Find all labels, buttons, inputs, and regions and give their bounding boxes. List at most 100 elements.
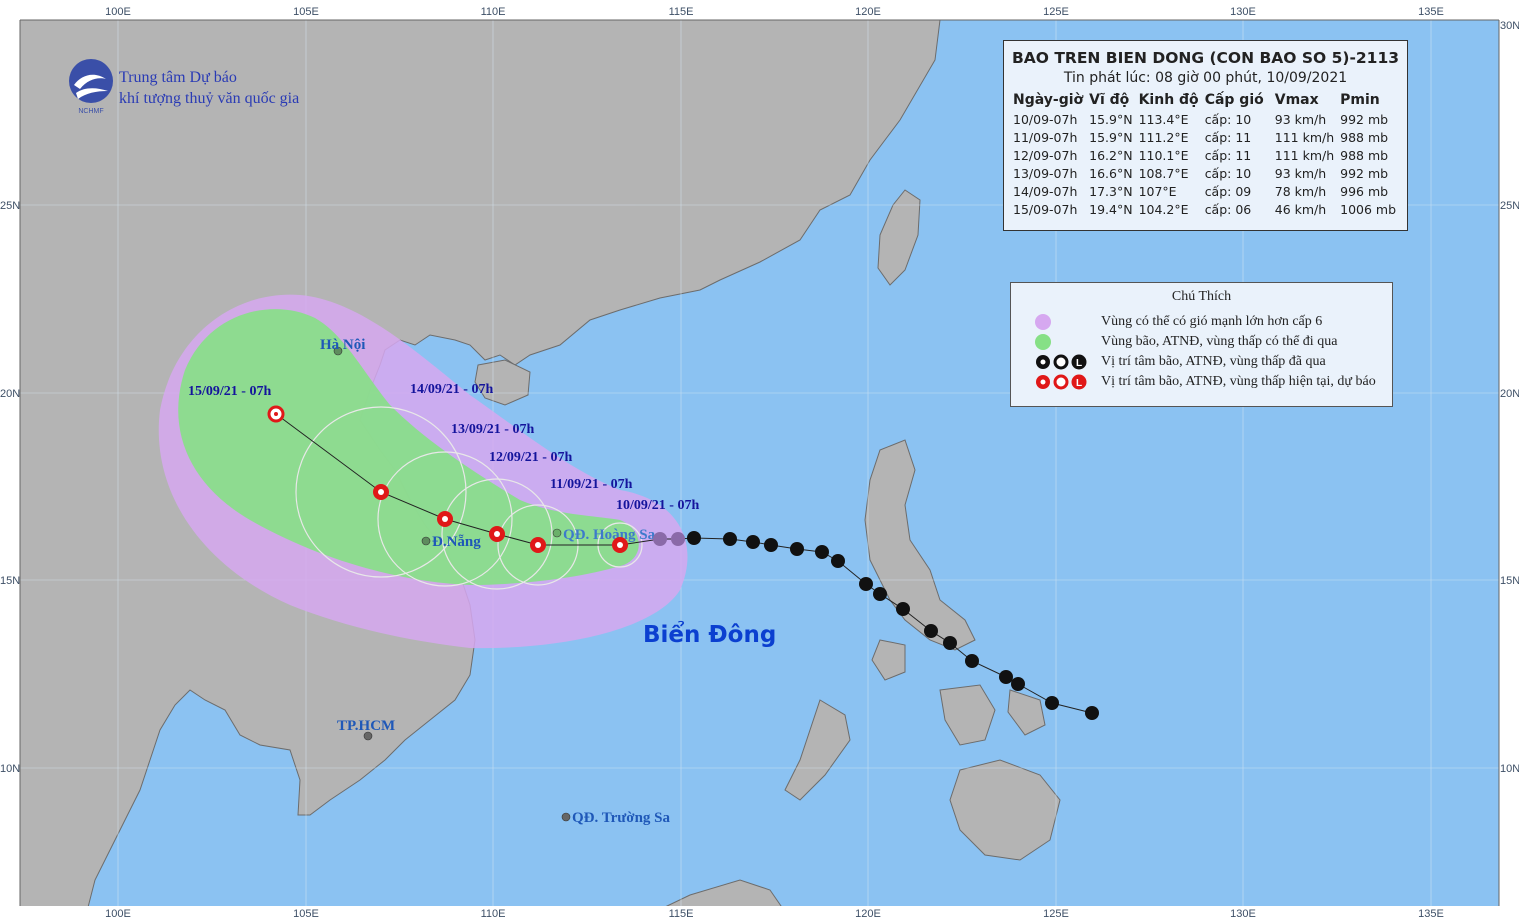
legend-item-past-position: L Vị trí tâm bão, ATNĐ, vùng thấp đã qua: [1021, 352, 1326, 372]
legend-item-label: Vị trí tâm bão, ATNĐ, vùng thấp hiện tại…: [1101, 374, 1376, 389]
cell-time: 14/09-07h: [1013, 184, 1078, 199]
forecast-date-label: 11/09/21 - 07h: [550, 477, 633, 492]
green-dot-icon: [1035, 334, 1051, 350]
legend-item-label: Vùng bão, ATNĐ, vùng thấp có thể đi qua: [1101, 334, 1338, 349]
nchmf-logo: NCHMF: [69, 59, 113, 115]
forecast-storm-icon: [373, 484, 389, 500]
org-line-2: khí tượng thuỷ văn quốc gia: [119, 90, 300, 107]
bulletin-title: BAO TREN BIEN DONG (CON BAO SO 5)-2113: [1011, 49, 1400, 67]
sea-label: Biển Đông: [643, 620, 776, 648]
purple-dot-icon: [1035, 314, 1051, 330]
forecast-table: Ngày-giờ Vĩ độ Kinh độ Cấp gió Vmax Pmin…: [1010, 90, 1399, 219]
paracel-label: QĐ. Hoàng Sa: [563, 527, 656, 543]
forecast-track-line: [275, 413, 620, 546]
lat-tick: 20N: [0, 388, 20, 400]
cell-lat: 17.3°N: [1089, 184, 1133, 199]
cell-lon: 113.4°E: [1138, 112, 1189, 127]
cell-pmin: 992 mb: [1340, 166, 1389, 181]
lon-tick: 135E: [1418, 908, 1444, 919]
place-markers: Hà Nội Đ.Nẵng TP.HCM QĐ. Hoàng Sa QĐ. Tr…: [320, 337, 776, 826]
hanoi-label: Hà Nội: [320, 337, 365, 353]
hanoi-marker: [333, 346, 343, 356]
lat-tick: 10N: [1500, 763, 1519, 775]
cell-pmin: 1006 mb: [1340, 202, 1397, 217]
cell-lon: 107°E: [1138, 184, 1177, 199]
legend: Chú Thích Vùng có thể có gió mạnh lớn hơ…: [1010, 282, 1393, 407]
col-time: Ngày-giờ: [1013, 92, 1084, 108]
col-pmin: Pmin: [1340, 92, 1380, 108]
lon-tick: 100E: [105, 908, 131, 919]
lat-ticks-right: 30N 25N 20N 15N 10N: [1500, 20, 1519, 775]
land-mindoro: [871, 639, 906, 681]
lon-tick: 115E: [669, 6, 694, 18]
legend-item-storm-zone: Vùng bão, ATNĐ, vùng thấp có thể đi qua: [1021, 332, 1337, 352]
table-row: 11/09-07h 15.9°N 111.2°E cấp: 11 111 km/…: [1010, 129, 1399, 147]
past-storm-symbols-icon: L: [1036, 354, 1087, 370]
cell-lon: 108.7°E: [1138, 166, 1189, 181]
lat-tick: 20N: [1500, 388, 1519, 400]
land-hainan: [474, 359, 531, 406]
col-level: Cấp gió: [1204, 92, 1264, 108]
lon-tick: 130E: [1230, 6, 1256, 18]
org-line-1: Trung tâm Dự báo: [119, 69, 237, 86]
col-vmax: Vmax: [1274, 92, 1319, 108]
forecast-storm-icon: [489, 526, 505, 542]
cell-lon: 104.2°E: [1138, 202, 1189, 217]
lon-tick: 130E: [1230, 908, 1256, 919]
cell-level: cấp: 10: [1204, 166, 1252, 181]
past-track-symbols: [653, 531, 1099, 720]
cell-time: 11/09-07h: [1013, 130, 1078, 145]
forecast-storm-icon: [612, 537, 628, 553]
lon-tick: 100E: [105, 6, 131, 18]
table-row: 12/09-07h 16.2°N 110.1°E cấp: 11 111 km/…: [1010, 147, 1399, 165]
legend-item-current-position: L Vị trí tâm bão, ATNĐ, vùng thấp hiện t…: [1021, 372, 1376, 392]
forecast-date-labels: 10/09/21 - 07h 11/09/21 - 07h 12/09/21 -…: [188, 382, 699, 513]
cell-pmin: 988 mb: [1340, 130, 1389, 145]
cell-level: cấp: 11: [1204, 130, 1252, 145]
table-row: 10/09-07h 15.9°N 113.4°E cấp: 10 93 km/h…: [1010, 111, 1399, 129]
lat-tick: 30N: [1500, 20, 1519, 32]
lat-ticks-left: 25N 20N 15N 10N: [0, 200, 20, 775]
hcm-marker: [363, 731, 373, 741]
table-row: 15/09-07h 19.4°N 104.2°E cấp: 06 46 km/h…: [1010, 201, 1399, 219]
forecast-table-header: Ngày-giờ Vĩ độ Kinh độ Cấp gió Vmax Pmin: [1010, 90, 1399, 111]
lon-tick: 110E: [481, 908, 506, 919]
lon-tick: 115E: [669, 908, 694, 919]
forecast-storm-icon: [530, 537, 546, 553]
paracel-marker: [552, 528, 562, 538]
cell-lat: 19.4°N: [1089, 202, 1133, 217]
cell-time: 15/09-07h: [1013, 202, 1078, 217]
lon-tick: 120E: [855, 908, 881, 919]
cell-vmax: 93 km/h: [1274, 112, 1327, 127]
legend-item-label: Vùng có thể có gió mạnh lớn hơn cấp 6: [1101, 314, 1323, 329]
legend-title: Chú Thích: [1171, 289, 1232, 304]
hcm-label: TP.HCM: [337, 718, 395, 734]
lat-tick: 25N: [0, 200, 20, 212]
land-palawan: [784, 699, 851, 801]
cell-pmin: 996 mb: [1340, 184, 1389, 199]
table-row: 14/09-07h 17.3°N 107°E cấp: 09 78 km/h 9…: [1010, 183, 1399, 201]
lon-tick: 125E: [1043, 908, 1069, 919]
table-row: 13/09-07h 16.6°N 108.7°E cấp: 10 93 km/h…: [1010, 165, 1399, 183]
cell-lat: 16.6°N: [1089, 166, 1133, 181]
bulletin-issued: Tin phát lúc: 08 giờ 00 phút, 10/09/2021: [1063, 70, 1348, 86]
land-visayas-1: [939, 684, 996, 746]
lat-tick: 10N: [0, 763, 20, 775]
forecast-symbols: [267, 405, 628, 553]
col-lat: Vĩ độ: [1089, 92, 1130, 108]
bottom-ruler: [0, 906, 1519, 919]
past-track: [619, 531, 1099, 720]
cell-vmax: 93 km/h: [1274, 166, 1327, 181]
cell-lat: 15.9°N: [1089, 130, 1133, 145]
spratly-label: QĐ. Trường Sa: [572, 810, 671, 826]
cell-vmax: 78 km/h: [1274, 184, 1327, 199]
land-luzon: [864, 439, 976, 651]
current-storm-symbols-icon: L: [1036, 374, 1087, 390]
cell-level: cấp: 09: [1204, 184, 1252, 199]
left-ruler: [0, 0, 20, 919]
legend-item-label: Vị trí tâm bão, ATNĐ, vùng thấp đã qua: [1101, 354, 1326, 369]
cell-time: 13/09-07h: [1013, 166, 1078, 181]
lat-tick: 15N: [1500, 575, 1519, 587]
legend-symbol: L: [1076, 358, 1082, 369]
spratly-marker: [561, 812, 571, 822]
